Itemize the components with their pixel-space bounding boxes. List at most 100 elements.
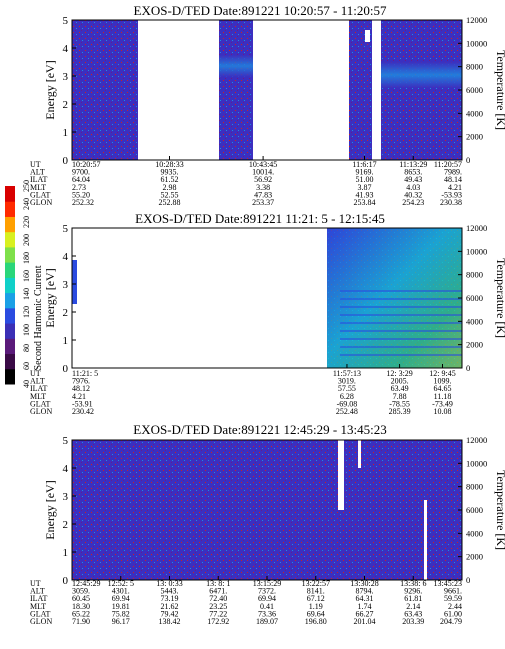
ephemeris-cell: 2005. xyxy=(391,377,409,386)
ephemeris-cell: 4.21 xyxy=(448,183,462,192)
y2tick-label: 10000 xyxy=(466,246,487,256)
row-label: MLT xyxy=(30,602,46,611)
y2tick-label: 12000 xyxy=(466,435,487,445)
ephemeris-cell: 8794. xyxy=(356,587,374,596)
ephemeris-cell: 2.14 xyxy=(406,602,420,611)
ephemeris-cell: 6471. xyxy=(209,587,227,596)
y2tick-label: 4000 xyxy=(466,316,483,326)
ephemeris-cell: 64.31 xyxy=(356,594,374,603)
colorbar-cell xyxy=(5,307,15,324)
ephemeris-cell: 1099. xyxy=(434,377,452,386)
ytick-label: 4 xyxy=(63,463,69,475)
panel-2-title: EXOS-D/TED Date:891221 11:21: 5 - 12:15:… xyxy=(135,211,385,226)
panel-2-y2label: Temperature [K] xyxy=(494,258,505,338)
row-label: GLON xyxy=(30,617,52,626)
ephemeris-cell: 9935. xyxy=(161,168,179,177)
ephemeris-cell: 10:43:45 xyxy=(249,160,277,169)
row-label: MLT xyxy=(30,183,46,192)
ephemeris-cell: 4.21 xyxy=(72,392,86,401)
y2tick-label: 6000 xyxy=(466,505,483,515)
ephemeris-cell: 2.73 xyxy=(72,183,86,192)
panel-3-spectrogram xyxy=(72,440,462,580)
ephemeris-cell: 1.74 xyxy=(358,602,372,611)
ephemeris-cell: 12: 3:29 xyxy=(386,369,412,378)
ytick-label: 4 xyxy=(63,43,69,55)
ytick-label: 4 xyxy=(63,251,69,263)
ephemeris-cell: 189.07 xyxy=(256,617,278,626)
ephemeris-cell: 7989. xyxy=(444,168,462,177)
ephemeris-cell: 71.90 xyxy=(72,617,90,626)
ephemeris-cell: 11:21: 5 xyxy=(72,369,98,378)
row-label: GLAT xyxy=(30,190,51,199)
ephemeris-cell: 11:20:57 xyxy=(434,160,462,169)
colorbar-cell xyxy=(5,201,15,217)
colorbar-cell xyxy=(5,323,15,339)
ephemeris-cell: 61.00 xyxy=(444,609,462,618)
ephemeris-cell: 13:15:29 xyxy=(253,579,281,588)
ephemeris-cell: 19.81 xyxy=(112,602,130,611)
row-label: ALT xyxy=(30,168,45,177)
ephemeris-cell: 96.17 xyxy=(112,617,130,626)
ephemeris-cell: 48.14 xyxy=(444,175,462,184)
ephemeris-cell: 12:45:29 xyxy=(72,579,100,588)
ephemeris-cell: 138.42 xyxy=(159,617,181,626)
colorbar-cell xyxy=(5,338,15,355)
ephemeris-cell: 11:57:13 xyxy=(333,369,361,378)
ytick-label: 0 xyxy=(63,363,69,375)
y2tick-label: 6000 xyxy=(466,293,483,303)
y2tick-label: 2000 xyxy=(466,340,483,350)
ephemeris-cell: 69.94 xyxy=(112,594,130,603)
ephemeris-cell: 48.12 xyxy=(72,384,90,393)
panel-2-spectrogram xyxy=(72,228,462,368)
ephemeris-cell: 10:20:57 xyxy=(72,160,100,169)
y2tick-label: 12000 xyxy=(466,223,487,233)
ephemeris-cell: 57.55 xyxy=(338,384,356,393)
ephemeris-cell: 4.03 xyxy=(406,183,420,192)
ephemeris-cell: 69.64 xyxy=(307,609,325,618)
ytick-label: 5 xyxy=(63,15,69,27)
colorbar-cell xyxy=(5,186,15,202)
ephemeris-cell: 23.25 xyxy=(209,602,227,611)
ephemeris-cell: 8141. xyxy=(307,587,325,596)
spectral-stripe xyxy=(340,306,462,308)
panel-3-title: EXOS-D/TED Date:891221 12:45:29 - 13:45:… xyxy=(133,422,386,437)
ephemeris-cell: 11.18 xyxy=(434,392,452,401)
ephemeris-cell: 204.79 xyxy=(440,617,462,626)
ephemeris-cell: 172.92 xyxy=(207,617,229,626)
ytick-label: 0 xyxy=(63,155,69,167)
ephemeris-cell: 51.00 xyxy=(356,175,374,184)
ephemeris-cell: 201.04 xyxy=(354,617,376,626)
ephemeris-cell: 13: 0:33 xyxy=(156,579,182,588)
y2tick-label: 8000 xyxy=(466,62,483,72)
ephemeris-cell: 77.22 xyxy=(209,609,227,618)
colorbar-tick-label: 60 xyxy=(22,362,31,370)
ytick-label: 1 xyxy=(63,547,69,559)
row-label: ILAT xyxy=(30,384,47,393)
ephemeris-cell: 73.19 xyxy=(161,594,179,603)
ephemeris-cell: 67.12 xyxy=(307,594,325,603)
ephemeris-cell: 49.43 xyxy=(404,175,422,184)
colorbar-tick-label: 140 xyxy=(22,288,31,300)
colorbar-tick-label: 120 xyxy=(22,306,31,318)
ytick-label: 2 xyxy=(63,519,69,531)
panel-1-title: EXOS-D/TED Date:891221 10:20:57 - 11:20:… xyxy=(134,3,387,18)
ephemeris-cell: 252.88 xyxy=(159,198,181,207)
colorbar: 40 60 80 100 120 140 160 180 200 220 240 250 Second… xyxy=(5,180,44,388)
ephemeris-cell: 75.82 xyxy=(112,609,130,618)
ephemeris-cell: 4301. xyxy=(112,587,130,596)
ephemeris-cell: 12: 9:45 xyxy=(429,369,455,378)
ephemeris-cell: 11:13:29 xyxy=(399,160,427,169)
ephemeris-cell: 2.98 xyxy=(163,183,177,192)
ephemeris-cell: 9169. xyxy=(356,168,374,177)
ephemeris-cell: 63.49 xyxy=(391,384,409,393)
ephemeris-cell: -69.08 xyxy=(337,399,358,408)
ephemeris-cell: 6.28 xyxy=(340,392,354,401)
ephemeris-cell: 7372. xyxy=(258,587,276,596)
panel-3-ephemeris-table: UTALTILATMLTGLATGLON12:45:293059.60.4518… xyxy=(30,579,462,626)
ephemeris-cell: 72.40 xyxy=(209,594,227,603)
row-label: UT xyxy=(30,369,41,378)
panel-1-ephemeris-table: UTALTILATMLTGLATGLON10:20:579700.64.042.… xyxy=(30,160,462,207)
ephemeris-cell: 253.37 xyxy=(252,198,274,207)
y2tick-label: 10000 xyxy=(466,38,487,48)
